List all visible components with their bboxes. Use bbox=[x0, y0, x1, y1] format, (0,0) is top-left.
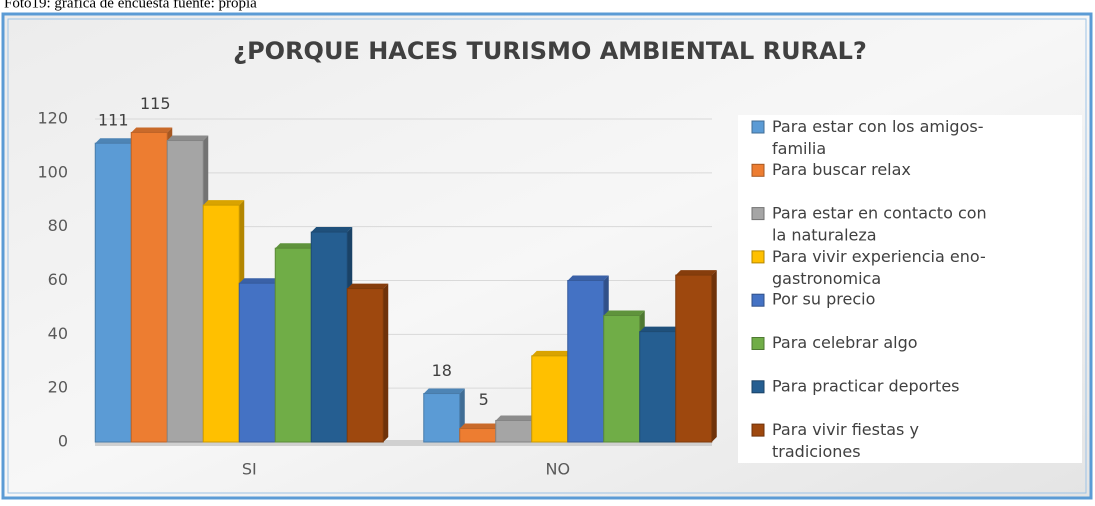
bar bbox=[603, 314, 641, 443]
legend-label: Por su precio bbox=[772, 290, 875, 309]
bar bbox=[675, 274, 713, 443]
floor bbox=[95, 440, 712, 446]
data-label: 111 bbox=[98, 111, 129, 130]
bar bbox=[346, 288, 384, 443]
legend-line: gastronomica bbox=[772, 268, 881, 287]
y-tick-label: 120 bbox=[37, 109, 68, 128]
bar-top bbox=[531, 350, 573, 356]
bar-top bbox=[131, 127, 173, 133]
y-tick-label: 20 bbox=[48, 378, 68, 397]
x-tick-label: NO bbox=[545, 460, 570, 479]
y-tick-label: 0 bbox=[58, 432, 68, 451]
bar bbox=[130, 131, 168, 443]
legend-label: Para vivir experiencia eno-gastronomica bbox=[772, 246, 986, 287]
bar-top bbox=[275, 243, 317, 249]
legend-label: Para vivir fiestas y tradiciones bbox=[772, 420, 924, 461]
bar-top bbox=[459, 423, 501, 429]
bar bbox=[639, 331, 677, 443]
bar bbox=[166, 140, 204, 443]
legend-label: Para buscar relax bbox=[772, 160, 911, 179]
bar-side bbox=[711, 270, 717, 442]
legend-swatch bbox=[751, 250, 765, 264]
bar bbox=[94, 142, 132, 443]
legend-swatch bbox=[751, 337, 765, 350]
y-tick-label: 40 bbox=[48, 324, 68, 343]
data-label: 5 bbox=[479, 390, 489, 409]
bar-top bbox=[567, 275, 609, 281]
bar-top bbox=[95, 138, 137, 144]
y-tick-label: 60 bbox=[48, 270, 68, 289]
bar bbox=[310, 231, 348, 443]
chart-title: ¿PORQUE HACES TURISMO AMBIENTAL RURAL? bbox=[233, 37, 867, 65]
x-tick-label: SI bbox=[242, 460, 257, 479]
bar bbox=[202, 204, 240, 443]
bar-top bbox=[423, 388, 465, 394]
bar-top bbox=[203, 200, 245, 206]
legend-label: Para estar en contacto con la naturaleza bbox=[772, 203, 992, 244]
legend-swatch bbox=[751, 120, 765, 134]
legend-line: familia bbox=[772, 139, 826, 158]
legend-label: Para celebrar algo bbox=[772, 333, 918, 352]
bar bbox=[238, 282, 276, 443]
legend-label: Para estar con los amigos-familia bbox=[772, 117, 983, 158]
bar-top bbox=[639, 326, 681, 332]
bar bbox=[423, 393, 461, 443]
y-tick-label: 100 bbox=[37, 162, 68, 181]
legend-box bbox=[738, 115, 1082, 463]
legend-swatch bbox=[751, 380, 765, 394]
data-label: 115 bbox=[140, 94, 171, 113]
caption: Foto19: grafica de encuesta fuente: prop… bbox=[4, 0, 257, 11]
bar-top bbox=[239, 278, 281, 284]
bar bbox=[531, 355, 569, 443]
legend-swatch bbox=[751, 423, 765, 437]
bar bbox=[495, 419, 533, 443]
bar-top bbox=[311, 227, 353, 233]
bar bbox=[459, 428, 497, 443]
bar-side bbox=[383, 283, 389, 442]
data-label: 18 bbox=[432, 361, 452, 380]
bar-top bbox=[347, 283, 389, 289]
legend-line: Para vivir experiencia eno- bbox=[772, 246, 986, 265]
legend-swatch bbox=[751, 163, 765, 177]
bar-top bbox=[603, 310, 645, 316]
bar bbox=[274, 247, 312, 443]
legend-line: Para vivir fiestas y bbox=[772, 420, 924, 439]
legend-label: Para practicar deportes bbox=[772, 376, 960, 395]
legend-swatch bbox=[751, 293, 765, 307]
bar-top bbox=[495, 415, 537, 421]
frame-inner bbox=[7, 18, 1087, 494]
legend-line: tradiciones bbox=[772, 442, 861, 461]
legend-line: Para estar en contacto con bbox=[772, 203, 992, 222]
legend-line: la naturaleza bbox=[772, 225, 877, 244]
bar-top bbox=[675, 270, 717, 276]
bar-top bbox=[167, 135, 209, 141]
y-tick-label: 80 bbox=[48, 216, 68, 235]
legend-swatch bbox=[751, 207, 765, 221]
legend-line: Para estar con los amigos- bbox=[772, 117, 983, 136]
bar bbox=[567, 280, 605, 443]
